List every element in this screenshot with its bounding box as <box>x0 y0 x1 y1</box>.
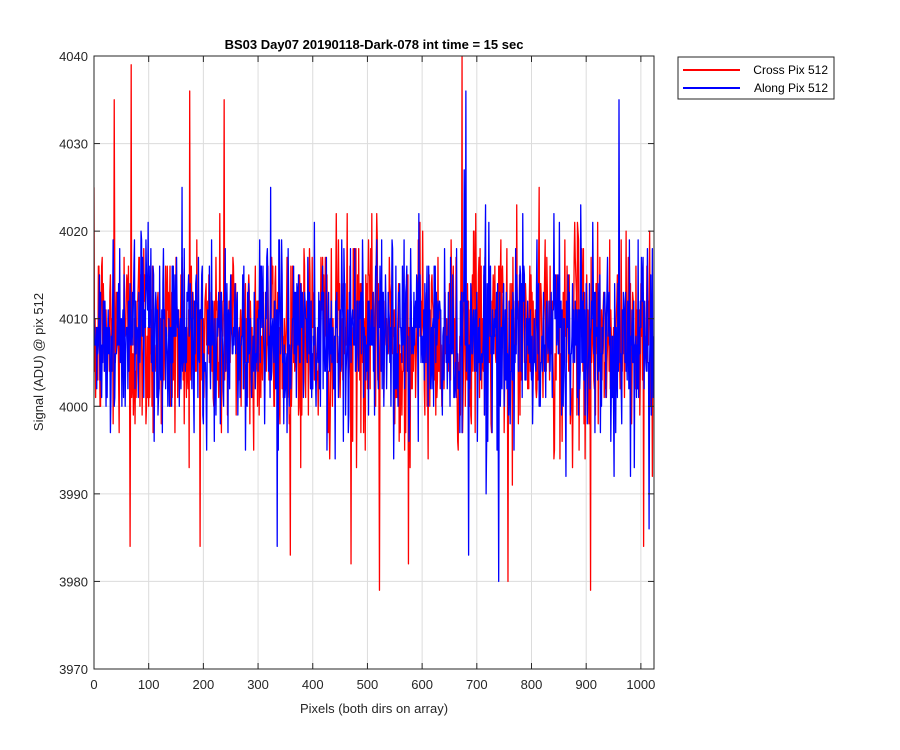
x-tick-label: 500 <box>357 677 379 692</box>
series-lines <box>94 56 654 591</box>
y-tick-label: 3970 <box>59 662 88 677</box>
x-tick-label: 400 <box>302 677 324 692</box>
y-tick-label: 4040 <box>59 49 88 64</box>
legend: Cross Pix 512 Along Pix 512 <box>677 56 835 100</box>
x-tick-label: 600 <box>411 677 433 692</box>
series-line-cross-pix-512 <box>94 56 654 591</box>
y-tick-label: 4020 <box>59 224 88 239</box>
plot-area <box>94 56 654 591</box>
x-tick-label: 200 <box>193 677 215 692</box>
y-tick-label: 3980 <box>59 574 88 589</box>
x-tick-label: 700 <box>466 677 488 692</box>
x-tick-label: 1000 <box>626 677 655 692</box>
y-tick-label: 4030 <box>59 137 88 152</box>
axes-box <box>93 55 655 670</box>
y-tick-label: 3990 <box>59 487 88 502</box>
x-tick-label: 800 <box>521 677 543 692</box>
x-tick-label: 900 <box>575 677 597 692</box>
legend-label-along: Along Pix 512 <box>754 81 828 95</box>
legend-box <box>677 56 835 100</box>
axis-ticks: 0 100 200 300 400 500 600 700 800 900 1000 3970 3980… <box>59 49 655 692</box>
x-tick-label: 300 <box>247 677 269 692</box>
series-line-along-pix-512 <box>94 90 654 583</box>
legend-label-cross: Cross Pix 512 <box>753 63 828 77</box>
chart-title: BS03 Day07 20190118-Dark-078 int time = … <box>225 37 524 52</box>
x-tick-label: 0 <box>90 677 97 692</box>
x-tick-label: 100 <box>138 677 160 692</box>
y-tick-label: 4000 <box>59 399 88 414</box>
x-axis-label: Pixels (both dirs on array) <box>300 701 448 716</box>
y-tick-label: 4010 <box>59 312 88 327</box>
y-axis-label: Signal (ADU) @ pix 512 <box>31 293 46 431</box>
